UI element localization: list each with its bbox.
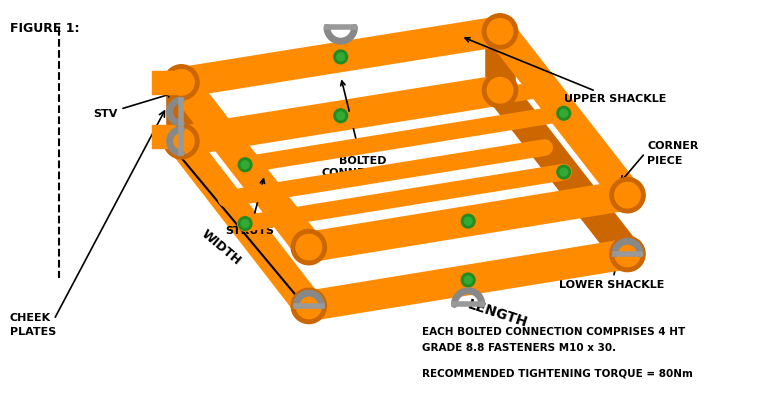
Text: BOLTED
CONNECTION: BOLTED CONNECTION	[321, 81, 404, 177]
Circle shape	[334, 109, 347, 122]
Circle shape	[560, 109, 568, 117]
Text: CHEEK: CHEEK	[10, 313, 51, 323]
Circle shape	[615, 241, 640, 267]
Text: STV: STV	[93, 93, 172, 119]
Circle shape	[238, 217, 252, 230]
Circle shape	[169, 128, 194, 154]
Circle shape	[610, 177, 645, 213]
FancyBboxPatch shape	[152, 71, 176, 94]
Circle shape	[560, 168, 568, 176]
Circle shape	[169, 69, 194, 95]
Text: WIDTH: WIDTH	[198, 228, 243, 268]
Text: PIECE: PIECE	[647, 156, 682, 166]
Text: UPPER SHACKLE: UPPER SHACKLE	[465, 38, 666, 104]
Circle shape	[557, 165, 571, 179]
Circle shape	[334, 50, 347, 64]
Circle shape	[487, 78, 513, 103]
Circle shape	[461, 273, 475, 287]
Text: LOWER SHACKLE: LOWER SHACKLE	[559, 263, 664, 290]
Circle shape	[615, 182, 640, 208]
Circle shape	[610, 236, 645, 271]
Circle shape	[241, 220, 249, 227]
Text: EACH BOLTED CONNECTION COMPRISES 4 HT: EACH BOLTED CONNECTION COMPRISES 4 HT	[422, 328, 685, 337]
Circle shape	[483, 14, 518, 49]
Text: PLATES: PLATES	[10, 328, 56, 337]
FancyBboxPatch shape	[152, 124, 176, 148]
Circle shape	[291, 229, 327, 265]
Circle shape	[296, 293, 321, 319]
Circle shape	[557, 106, 571, 120]
Text: CORNER: CORNER	[647, 141, 698, 151]
Text: LENGTH: LENGTH	[466, 298, 530, 330]
Circle shape	[464, 276, 472, 284]
Text: FIGURE 1:: FIGURE 1:	[10, 21, 79, 35]
Circle shape	[163, 124, 199, 159]
Circle shape	[238, 158, 252, 172]
Circle shape	[487, 19, 513, 44]
Circle shape	[337, 53, 344, 61]
Circle shape	[291, 288, 327, 324]
Circle shape	[337, 112, 344, 120]
Circle shape	[461, 214, 475, 228]
Text: RECOMMENDED TIGHTENING TORQUE = 80Nm: RECOMMENDED TIGHTENING TORQUE = 80Nm	[422, 369, 692, 379]
Circle shape	[296, 234, 321, 260]
Circle shape	[483, 73, 518, 108]
Text: GRADE 8.8 FASTENERS M10 x 30.: GRADE 8.8 FASTENERS M10 x 30.	[422, 343, 616, 353]
Text: STRUTS: STRUTS	[226, 179, 274, 236]
Circle shape	[464, 217, 472, 225]
Circle shape	[163, 65, 199, 100]
Circle shape	[241, 161, 249, 168]
